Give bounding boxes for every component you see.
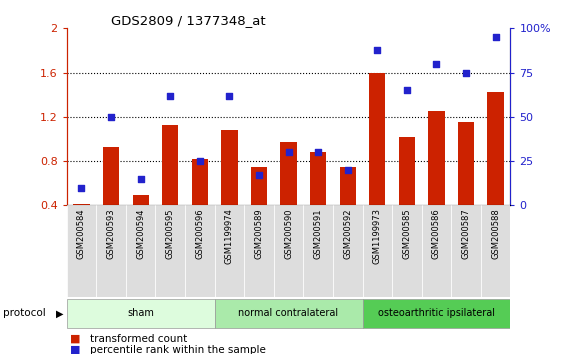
Bar [487, 92, 504, 205]
Point [432, 61, 441, 67]
Point [107, 114, 116, 120]
Bar [310, 152, 327, 205]
Text: normal contralateral: normal contralateral [238, 308, 339, 318]
Bar [428, 111, 445, 205]
Text: GSM200584: GSM200584 [77, 208, 86, 259]
Bar [162, 125, 179, 205]
Text: GDS2809 / 1377348_at: GDS2809 / 1377348_at [111, 14, 266, 27]
Text: transformed count: transformed count [90, 334, 187, 344]
Point [403, 87, 412, 93]
Text: GSM200596: GSM200596 [195, 208, 204, 259]
Text: GSM200590: GSM200590 [284, 208, 293, 258]
Bar [280, 142, 297, 205]
Text: GSM200589: GSM200589 [255, 208, 263, 259]
Point [255, 172, 264, 178]
Bar [339, 167, 356, 205]
FancyBboxPatch shape [244, 205, 274, 297]
FancyBboxPatch shape [185, 205, 215, 297]
Point [284, 149, 293, 155]
Bar [398, 137, 415, 205]
Bar [369, 73, 386, 205]
FancyBboxPatch shape [96, 205, 126, 297]
Bar [132, 195, 149, 205]
Text: osteoarthritic ipsilateral: osteoarthritic ipsilateral [378, 308, 495, 318]
Bar [251, 167, 267, 205]
FancyBboxPatch shape [126, 205, 155, 297]
Point [313, 149, 322, 155]
FancyBboxPatch shape [362, 205, 392, 297]
FancyBboxPatch shape [215, 299, 362, 328]
Text: GSM200587: GSM200587 [462, 208, 470, 259]
Bar [191, 159, 208, 205]
Point [491, 34, 500, 40]
Bar [458, 122, 474, 205]
Text: ■: ■ [70, 345, 80, 354]
Text: ▶: ▶ [56, 308, 63, 318]
Text: GSM200594: GSM200594 [136, 208, 145, 258]
Bar [221, 130, 238, 205]
FancyBboxPatch shape [274, 205, 303, 297]
Text: GSM200591: GSM200591 [314, 208, 322, 258]
Point [224, 93, 234, 98]
FancyBboxPatch shape [422, 205, 451, 297]
Text: protocol: protocol [3, 308, 46, 318]
Text: GSM1199974: GSM1199974 [225, 208, 234, 264]
Text: GSM200586: GSM200586 [432, 208, 441, 259]
FancyBboxPatch shape [67, 205, 96, 297]
Text: GSM200592: GSM200592 [343, 208, 352, 258]
Text: percentile rank within the sample: percentile rank within the sample [90, 345, 266, 354]
Text: GSM200585: GSM200585 [403, 208, 411, 259]
Point [343, 167, 352, 173]
FancyBboxPatch shape [451, 205, 481, 297]
Bar [73, 204, 90, 205]
Text: GSM200593: GSM200593 [107, 208, 115, 259]
Point [166, 93, 175, 98]
FancyBboxPatch shape [333, 205, 362, 297]
Text: GSM200588: GSM200588 [491, 208, 500, 259]
Text: GSM200595: GSM200595 [166, 208, 175, 258]
FancyBboxPatch shape [67, 299, 215, 328]
FancyBboxPatch shape [481, 205, 510, 297]
FancyBboxPatch shape [303, 205, 333, 297]
FancyBboxPatch shape [215, 205, 244, 297]
Text: GSM1199973: GSM1199973 [373, 208, 382, 264]
Text: sham: sham [127, 308, 154, 318]
Point [372, 47, 382, 52]
FancyBboxPatch shape [392, 205, 422, 297]
Point [136, 176, 145, 182]
Point [462, 70, 471, 75]
Point [77, 185, 86, 190]
FancyBboxPatch shape [155, 205, 185, 297]
Bar [103, 147, 119, 205]
Point [195, 158, 204, 164]
Text: ■: ■ [70, 334, 80, 344]
FancyBboxPatch shape [362, 299, 510, 328]
